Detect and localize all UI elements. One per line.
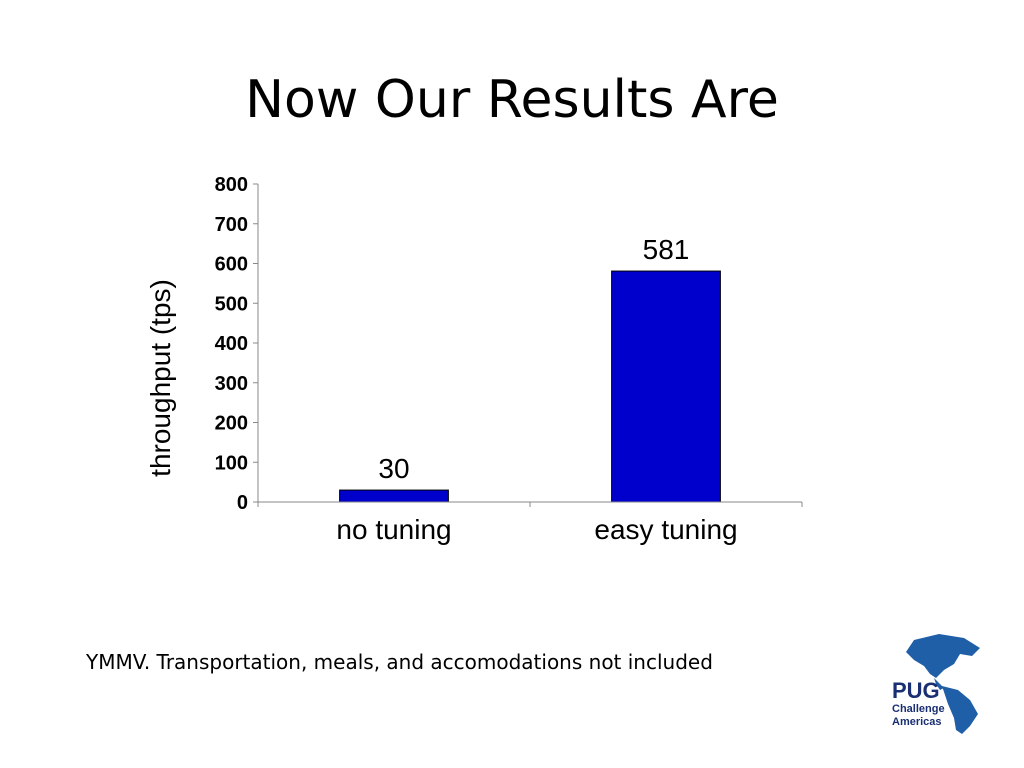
americas-map-icon xyxy=(906,634,980,734)
y-tick-label: 500 xyxy=(215,293,248,315)
logo-line2: Challenge xyxy=(892,703,945,715)
logo-line1: PUG xyxy=(892,678,940,703)
bar-1 xyxy=(339,489,449,503)
bar-chart: 0 100 200 300 400 500 600 700 800 30 no tuning 581… xyxy=(145,174,803,545)
y-axis-title: throughput (tps) xyxy=(145,279,176,477)
y-tick-label: 200 xyxy=(215,413,248,435)
y-tick-label: 800 xyxy=(215,174,248,196)
labels: 30 no tuning 581 easy tuning xyxy=(336,234,737,545)
y-tick-label: 300 xyxy=(215,373,248,395)
y-tick-label: 600 xyxy=(215,254,248,276)
y-axis-ticks: 0 100 200 300 400 500 600 700 800 xyxy=(215,174,258,514)
pug-logo: PUG Challenge Americas xyxy=(892,680,945,728)
category-label-1: no tuning xyxy=(336,514,451,545)
data-label-2: 581 xyxy=(643,234,690,265)
axes xyxy=(257,184,803,507)
y-tick-label: 700 xyxy=(215,214,248,236)
bars xyxy=(339,270,721,503)
footnote: YMMV. Transportation, meals, and accomod… xyxy=(86,650,713,674)
slide-title: Now Our Results Are xyxy=(245,70,779,130)
category-label-2: easy tuning xyxy=(594,514,737,545)
y-tick-label: 0 xyxy=(237,492,248,514)
y-tick-label: 400 xyxy=(215,333,248,355)
data-label-1: 30 xyxy=(378,453,409,484)
bar-2 xyxy=(611,270,721,503)
logo-line3: Americas xyxy=(892,716,942,728)
y-tick-label: 100 xyxy=(215,452,248,474)
